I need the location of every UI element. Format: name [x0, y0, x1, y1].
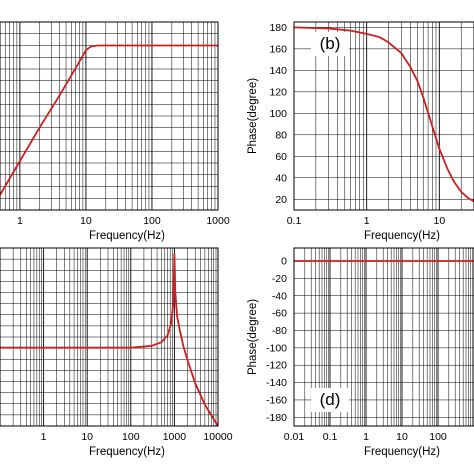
y-tick-label: -20: [272, 273, 287, 285]
y-tick-label: 20: [275, 194, 287, 206]
x-tick-label: 1: [363, 431, 369, 443]
panel-c-x-tick-labels: 1 10 100 1000 10000: [41, 431, 233, 443]
x-tick-label: 100: [122, 431, 140, 443]
panel-c-x-axis-label: Frequency(Hz): [89, 446, 165, 458]
y-tick-label: -40: [272, 290, 287, 302]
panel-a-grid: [0, 21, 219, 211]
y-tick-label: 80: [275, 129, 287, 141]
panel-b-series-line: [293, 26, 474, 203]
panel-d-tag-box: [311, 388, 349, 412]
panel-b-frame: [293, 21, 474, 211]
x-tick-label: 0.01: [284, 431, 305, 443]
panel-a-frame: [0, 21, 219, 211]
panel-d-x-tick-labels: 0.01 0.1 1 10 100: [284, 431, 447, 443]
x-tick-label: 10: [396, 431, 408, 443]
y-tick-label: -120: [266, 360, 287, 372]
panel-d-x-axis-label: Frequency(Hz): [364, 446, 440, 458]
panel-b: 0.1 1 10 20 40 60 80 100 120 140 160 180 Frequency…: [247, 21, 474, 242]
y-tick-label: -140: [266, 377, 287, 389]
x-tick-label: 100: [429, 431, 447, 443]
panel-b-x-tick-labels: 0.1 1 10: [287, 215, 446, 227]
panel-b-tag-box: [311, 32, 349, 56]
x-tick-label: 1000: [206, 215, 230, 227]
panel-a-x-tick-labels: 1 10 100 1000: [17, 215, 230, 227]
y-tick-label: 180: [269, 22, 287, 34]
x-tick-label: 1: [17, 215, 23, 227]
y-tick-label: 100: [269, 108, 287, 120]
y-tick-label: 160: [269, 43, 287, 55]
x-tick-label: 1: [41, 431, 47, 443]
panel-c-grid: [0, 247, 219, 427]
panel-a-series-line: [0, 44, 218, 196]
x-tick-label: 100: [143, 215, 161, 227]
y-tick-label: -100: [266, 342, 287, 354]
y-tick-label: 40: [275, 172, 287, 184]
panel-a-x-axis-label: Frequency(Hz): [89, 230, 165, 242]
y-tick-label: 60: [275, 151, 287, 163]
x-tick-label: 0.1: [323, 431, 338, 443]
y-tick-label: 0: [281, 256, 287, 268]
panel-c-frame: [0, 247, 219, 427]
y-tick-label: -80: [272, 325, 287, 337]
panel-b-tag: (b): [320, 34, 341, 53]
panel-b-y-axis-label: Phase(degree): [247, 78, 259, 154]
panel-d-tag: (d): [320, 390, 341, 409]
panel-c: 1 10 100 1000 10000 Frequency(Hz): [0, 247, 233, 458]
x-tick-label: 10000: [203, 431, 232, 443]
panel-b-x-axis-label: Frequency(Hz): [364, 230, 440, 242]
panel-d-y-tick-labels: 0 -20 -40 -60 -80 -100 -120 -140 -160 -180: [266, 256, 287, 424]
x-tick-label: 10: [433, 215, 445, 227]
panel-a: 1 10 100 1000 Frequency(Hz): [0, 21, 230, 242]
y-tick-label: -60: [272, 308, 287, 320]
y-tick-label: 120: [269, 86, 287, 98]
panel-c-series-line: [0, 253, 219, 427]
x-tick-label: 1000: [163, 431, 187, 443]
panel-d-frame: [293, 247, 474, 427]
y-tick-label: -180: [266, 412, 287, 424]
x-tick-label: 0.1: [287, 215, 302, 227]
panel-d: 0.01 0.1 1 10 100 0 -20 -40 -60 -80 -100 -120 -140 -…: [247, 247, 474, 458]
panel-b-y-tick-labels: 20 40 60 80 100 120 140 160 180: [269, 22, 287, 206]
x-tick-label: 10: [81, 431, 93, 443]
y-tick-label: 140: [269, 65, 287, 77]
x-tick-label: 10: [80, 215, 92, 227]
y-tick-label: -160: [266, 394, 287, 406]
panel-d-y-axis-label: Phase(degree): [247, 299, 259, 375]
x-tick-label: 1: [364, 215, 370, 227]
